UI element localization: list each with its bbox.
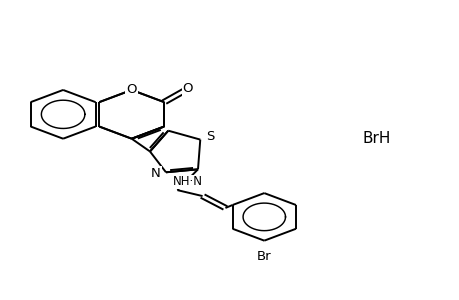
Text: BrH: BrH [361,130,390,146]
Text: Br: Br [257,250,271,262]
Text: S: S [206,130,214,143]
Text: N: N [151,167,161,180]
Text: NH·N: NH·N [173,175,202,188]
Text: O: O [182,82,193,95]
Text: O: O [126,83,137,97]
